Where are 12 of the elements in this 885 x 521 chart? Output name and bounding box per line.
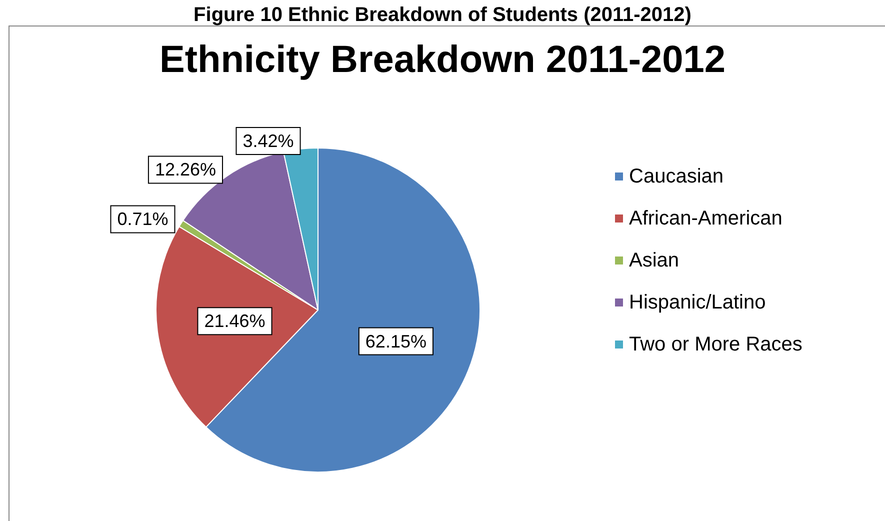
data-label: 62.15% <box>365 331 426 352</box>
legend-label: Asian <box>629 250 680 272</box>
data-label: 3.42% <box>242 130 294 151</box>
data-label: 21.46% <box>204 311 266 332</box>
legend-label: African-American <box>629 208 782 230</box>
legend-label: Caucasian <box>629 166 724 188</box>
chart-title: Ethnicity Breakdown 2011-2012 <box>159 39 726 81</box>
caption: Figure 10 Ethnic Breakdown of Students (2011-2012) <box>194 4 692 26</box>
legend-label: Two or More Races <box>629 334 802 356</box>
legend-label: Hispanic/Latino <box>629 292 766 314</box>
data-label: 0.71% <box>117 209 168 230</box>
data-label: 12.26% <box>154 160 216 180</box>
